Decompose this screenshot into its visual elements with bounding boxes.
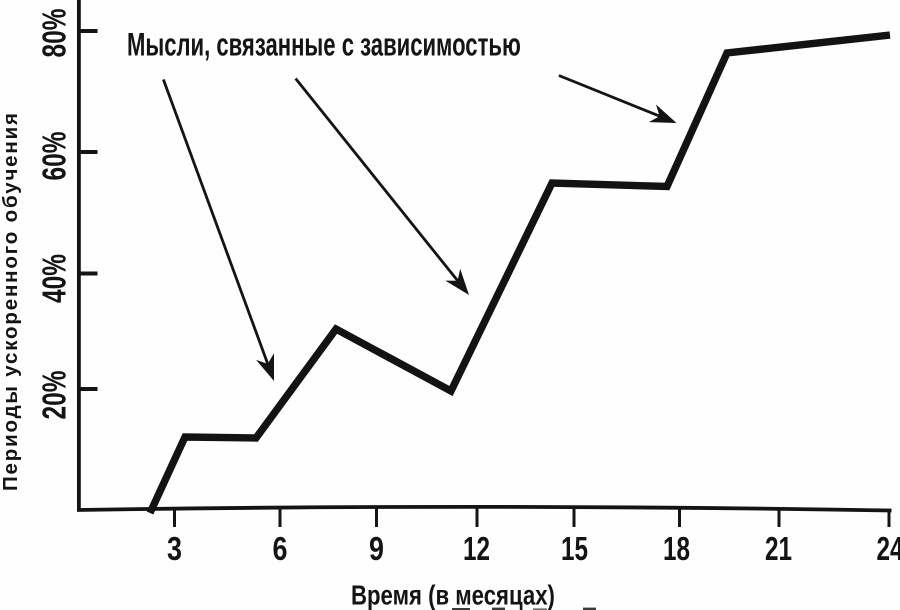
svg-text:60%: 60% [37,131,73,180]
svg-text:3: 3 [167,531,182,567]
svg-text:Время (в месяцах): Время (в месяцах) [351,580,555,610]
svg-text:Периоды ускоренного обучения: Периоды ускоренного обучения [0,113,22,491]
svg-text:9: 9 [369,531,384,567]
svg-text:18: 18 [663,532,690,568]
svg-text:24: 24 [876,532,900,568]
svg-text:6: 6 [273,531,288,567]
svg-text:15: 15 [561,532,588,568]
svg-text:40%: 40% [37,254,73,303]
svg-text:20%: 20% [37,370,73,419]
svg-text:12: 12 [463,532,490,568]
svg-text:Мысли, связанные с зависимость: Мысли, связанные с зависимостью [127,26,521,62]
svg-text:21: 21 [765,532,792,568]
svg-text:80%: 80% [37,8,73,57]
